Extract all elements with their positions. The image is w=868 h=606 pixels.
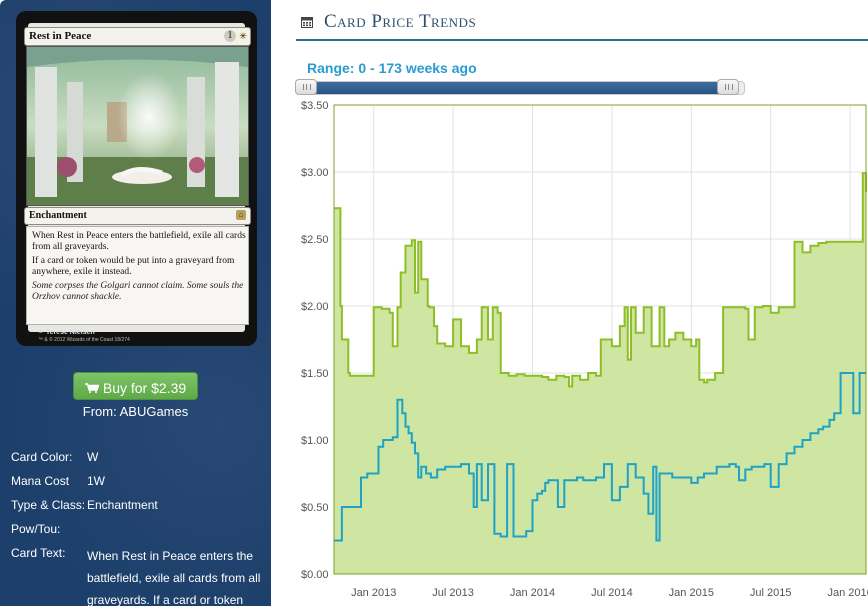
mana-cost-value: 1W [87,474,105,488]
card-sidebar: Rest in Peace 1 ✳ [0,0,271,606]
range-slider-fill [308,82,724,94]
y-tick-label: $1.50 [301,368,329,380]
card-color-label: Card Color: [11,450,73,464]
type-class-value: Enchantment [87,498,158,512]
x-tick-label: Jan 2015 [669,587,714,599]
y-tick-label: $0.50 [301,502,329,514]
cart-icon [84,383,99,393]
card-type-bar: Enchantment ⌂ [24,207,251,225]
white-sun-icon: ✳ [237,30,249,42]
card-text-label: Card Text: [11,546,66,560]
range-end-handle[interactable] [717,79,739,95]
y-tick-label: $3.50 [301,100,329,112]
y-tick-label: $0.00 [301,569,329,581]
x-tick-label: Jan 2014 [510,587,555,599]
range-label: Range: 0 - 173 weeks ago [307,60,477,76]
set-symbol-icon: ⌂ [236,210,246,220]
buy-button[interactable]: Buy for $2.39 [73,372,198,400]
pow-tou-label: Pow/Tou: [11,522,61,536]
green-series-area [334,173,866,575]
price-trend-chart: $0.00 $0.50 $1.00 $1.50 $2.00 $2.50 $3.00 $3.50… [298,100,868,606]
card-copyright: ™ & © 2012 Wizards of the Coast 18/274 [38,337,130,343]
calendar-icon [301,17,313,28]
mana-cost-label: Mana Cost [11,474,70,488]
range-start-handle[interactable] [295,79,317,95]
card-text-value: When Rest in Peace enters the battlefiel… [87,549,261,606]
title-divider [296,39,868,41]
card-flavor-text: Some corpses the Golgari cannot claim. S… [32,281,244,302]
x-tick-label: Jul 2014 [591,587,633,599]
y-tick-label: $1.00 [301,435,329,447]
blue-series-line [334,372,866,542]
buy-button-label: Buy for $2.39 [102,380,187,396]
type-class-label: Type & Class: [11,498,86,512]
x-tick-label: Jul 2015 [750,587,792,599]
card-art [26,46,249,206]
y-tick-label: $2.50 [301,234,329,246]
y-tick-label: $3.00 [301,167,329,179]
card-name: Rest in Peace [29,30,92,42]
y-tick-label: $2.00 [301,301,329,313]
card-type-line: Enchantment [29,210,87,221]
card-rules-text: When Rest in Peace enters the battlefiel… [32,231,246,252]
card-name-bar: Rest in Peace 1 ✳ [24,27,251,46]
card-text-box: When Rest in Peace enters the battlefiel… [26,226,249,325]
card-color-value: W [87,450,99,464]
card-rules-text: If a card or token would be put into a g… [32,256,235,277]
card-artist: ✒ Terese Nielsen [38,329,95,336]
plot-border [333,104,867,575]
green-series-line [334,172,867,388]
card-artist-name: Terese Nielsen [45,329,95,336]
buy-vendor: From: ABUGames [82,404,189,419]
x-tick-label: Jul 2013 [432,587,474,599]
mana-generic-symbol: 1 [224,30,236,42]
page-title: Card Price Trends [324,11,477,32]
range-slider[interactable] [295,79,745,95]
card-image: Rest in Peace 1 ✳ [16,11,257,346]
x-tick-label: Jan 2016 [827,587,868,599]
x-tick-label: Jan 2013 [351,587,396,599]
